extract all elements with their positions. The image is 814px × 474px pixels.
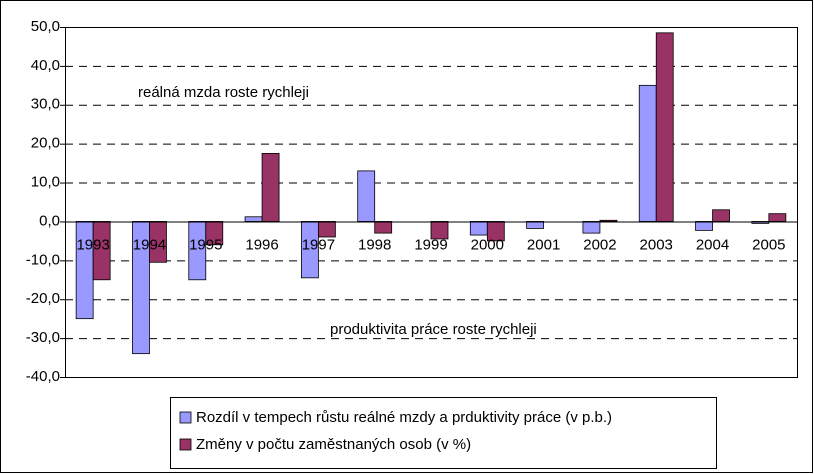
x-tick-label: 1997 bbox=[302, 236, 335, 253]
legend bbox=[170, 397, 717, 469]
y-tick-label: 20,0 bbox=[31, 135, 60, 152]
x-tick-label: 1998 bbox=[358, 236, 391, 253]
y-tick-label: -30,0 bbox=[26, 329, 60, 346]
bar bbox=[526, 221, 545, 229]
plot-border bbox=[65, 27, 798, 378]
x-tick-label: 2003 bbox=[640, 236, 673, 253]
x-tick-label: 2001 bbox=[527, 236, 560, 253]
bar bbox=[317, 221, 336, 238]
x-tick-label: 1993 bbox=[76, 236, 109, 253]
bar bbox=[357, 170, 376, 222]
x-tick-label: 2000 bbox=[471, 236, 504, 253]
bar bbox=[712, 209, 730, 222]
y-tick-label: 50,0 bbox=[31, 18, 60, 35]
legend-swatch bbox=[179, 411, 192, 424]
bar bbox=[469, 221, 488, 236]
bar bbox=[695, 221, 713, 231]
bar bbox=[244, 216, 263, 222]
y-tick-label: 0,0 bbox=[39, 212, 60, 229]
bar bbox=[599, 219, 618, 222]
x-tick-label: 1996 bbox=[245, 236, 278, 253]
bar bbox=[768, 213, 787, 222]
legend-label: Rozdíl v tempech růstu reálné mzdy a prd… bbox=[196, 409, 612, 426]
x-tick-label: 1994 bbox=[133, 236, 166, 253]
annotation: reálná mzda roste rychleji bbox=[138, 84, 309, 101]
bar bbox=[374, 221, 393, 234]
y-tick-label: 30,0 bbox=[31, 96, 60, 113]
y-tick-label: -10,0 bbox=[26, 251, 60, 268]
x-tick-label: 2004 bbox=[696, 236, 729, 253]
bar bbox=[638, 84, 657, 222]
y-tick-label: -40,0 bbox=[26, 368, 60, 385]
legend-swatch bbox=[179, 438, 192, 451]
annotation: produktivita práce roste rychleji bbox=[330, 321, 537, 338]
x-tick-label: 1999 bbox=[414, 236, 447, 253]
legend-label: Změny v počtu zaměstnaných osob (v %) bbox=[196, 436, 471, 453]
x-tick-label: 1995 bbox=[189, 236, 222, 253]
y-tick-label: 40,0 bbox=[31, 57, 60, 74]
bar bbox=[655, 32, 674, 222]
x-tick-label: 2002 bbox=[583, 236, 616, 253]
bar bbox=[582, 221, 601, 234]
bar bbox=[261, 152, 280, 222]
y-tick-label: 10,0 bbox=[31, 174, 60, 191]
x-tick-label: 2005 bbox=[752, 236, 785, 253]
annotation-bg bbox=[328, 318, 626, 338]
y-tick-label: -20,0 bbox=[26, 290, 60, 307]
